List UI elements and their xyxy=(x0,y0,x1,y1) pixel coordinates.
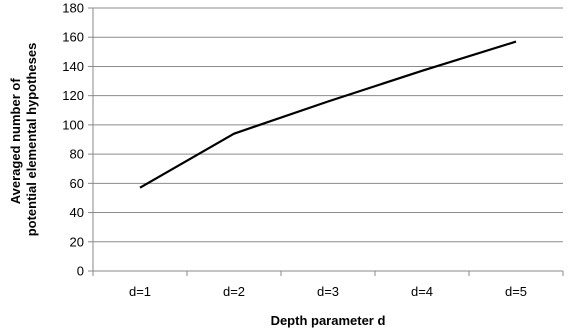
y-tick-label: 120 xyxy=(62,88,84,103)
y-tick-label: 0 xyxy=(77,264,84,279)
series-group xyxy=(139,40,517,189)
y-axis-title-line-2: potential elemental hypotheses xyxy=(24,43,39,237)
x-tick-label: d=4 xyxy=(411,284,433,299)
y-tick-labels: 0 20 40 60 80 100 120 140 160 180 xyxy=(62,1,93,279)
x-tick-labels: d=1 d=2 d=3 d=4 d=5 xyxy=(92,271,564,299)
gridlines xyxy=(93,7,563,243)
y-tick-label: 160 xyxy=(62,30,84,45)
y-tick-label: 20 xyxy=(70,234,84,249)
series-line-0 xyxy=(139,40,517,189)
y-axis-title: Averaged number of potential elemental h… xyxy=(8,43,39,237)
x-tick-label: d=2 xyxy=(223,284,245,299)
y-tick-label: 40 xyxy=(70,205,84,220)
y-tick-label: 60 xyxy=(70,176,84,191)
axes xyxy=(92,8,563,272)
x-tick-label: d=3 xyxy=(317,284,339,299)
y-tick-label: 100 xyxy=(62,117,84,132)
y-tick-label: 180 xyxy=(62,1,84,16)
x-tick-label: d=5 xyxy=(505,284,527,299)
y-tick-label: 80 xyxy=(70,147,84,162)
y-axis-title-line-1: Averaged number of xyxy=(8,78,23,205)
x-axis-title: Depth parameter d xyxy=(271,313,386,328)
x-tick-label: d=1 xyxy=(129,284,151,299)
y-tick-label: 140 xyxy=(62,59,84,74)
